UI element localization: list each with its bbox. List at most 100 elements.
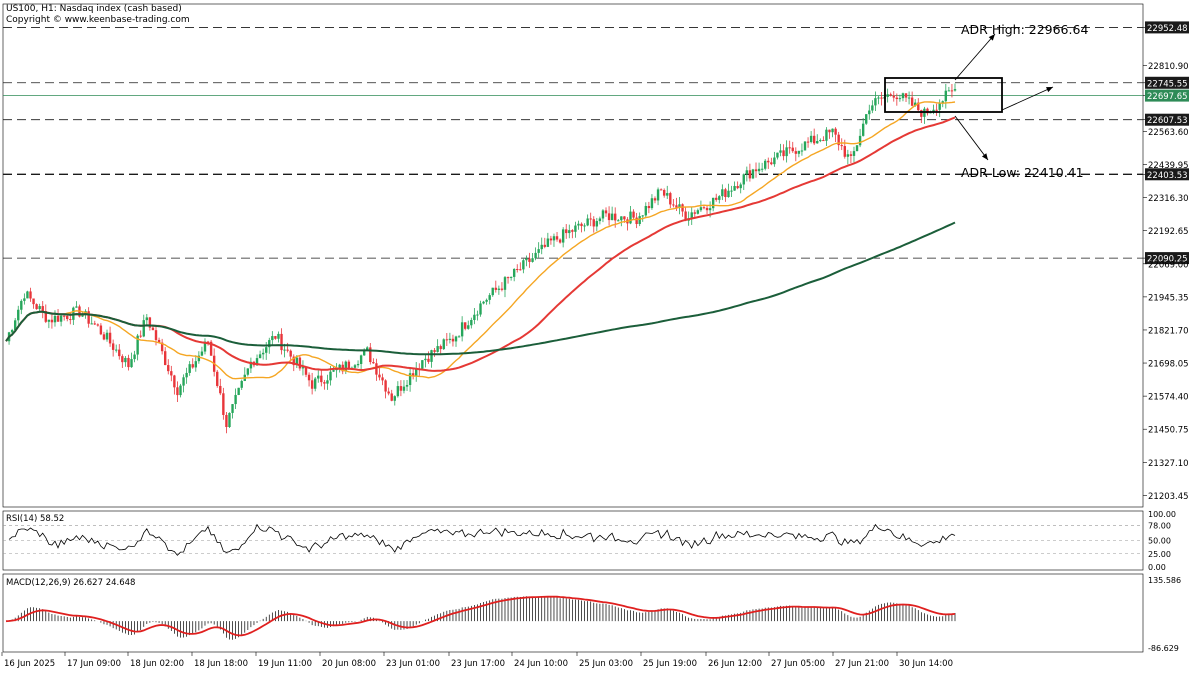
candle-body — [430, 350, 433, 362]
candle-body — [748, 170, 752, 179]
macd-tick-label: -86.629 — [1148, 644, 1179, 653]
candle-body — [90, 323, 93, 325]
candle-body — [595, 221, 599, 227]
candle-body — [451, 338, 455, 342]
candle-body — [525, 258, 528, 261]
candle-body — [586, 218, 589, 226]
candle-body — [516, 269, 519, 271]
candle-body — [537, 249, 540, 253]
candle-body — [653, 198, 657, 201]
candle-body — [118, 349, 121, 357]
candle-body — [497, 288, 501, 290]
candle-body — [366, 347, 369, 350]
price-tick-label: 21574.40 — [1148, 393, 1189, 403]
adr-low-label: ADR Low: 22410.41 — [961, 165, 1084, 180]
candle-body — [307, 374, 311, 381]
candle-body — [886, 94, 889, 97]
candle-body — [935, 109, 938, 111]
candle-body — [292, 356, 295, 366]
candle-body — [684, 211, 687, 221]
candle-body — [711, 197, 715, 209]
candle-body — [32, 298, 35, 305]
candle-body — [411, 373, 415, 377]
candle-body — [522, 260, 525, 270]
candle-body — [454, 336, 458, 342]
candle-body — [828, 129, 831, 133]
candle-body — [121, 356, 124, 363]
candle-body — [387, 391, 390, 394]
candle-body — [782, 150, 785, 157]
candle-body — [871, 105, 874, 111]
candle-body — [381, 377, 384, 381]
breakout-arrow-head — [1046, 87, 1053, 93]
candle-body — [568, 230, 571, 234]
candle-body — [917, 102, 920, 111]
candle-body — [889, 94, 892, 96]
candle-body — [151, 327, 155, 331]
candle-body — [347, 361, 351, 369]
candle-body — [932, 109, 935, 113]
candle-body — [344, 361, 348, 372]
candle-body — [108, 332, 112, 344]
candle-body — [543, 244, 546, 247]
candle-body — [421, 360, 424, 369]
candle-body — [852, 151, 856, 156]
chart-symbol-title: US100, H1: Nasdaq index (cash based) — [6, 4, 182, 14]
candle-body — [751, 169, 755, 179]
candle-body — [953, 89, 957, 91]
price-tick-label: 21450.75 — [1148, 426, 1189, 436]
candle-body — [445, 339, 449, 341]
candle-body — [816, 141, 819, 144]
candle-body — [87, 311, 90, 324]
candle-body — [191, 364, 194, 368]
candle-body — [806, 141, 810, 143]
candle-body — [448, 338, 452, 340]
candle-body — [512, 269, 516, 277]
candle-body — [855, 145, 859, 152]
candle-body — [323, 382, 326, 384]
candle-body — [271, 336, 274, 341]
candle-body — [641, 215, 644, 217]
candle-body — [577, 223, 580, 226]
price-tag-label: 22745.55 — [1147, 79, 1188, 89]
candle-body — [231, 404, 234, 413]
candle-body — [246, 368, 250, 375]
candle-body — [301, 367, 305, 369]
candle-body — [635, 217, 638, 225]
candle-body — [565, 229, 568, 234]
candle-body — [408, 373, 412, 385]
candle-body — [696, 210, 700, 214]
candle-body — [629, 211, 632, 224]
candle-body — [659, 189, 663, 191]
candle-body — [690, 212, 693, 219]
candle-body — [819, 140, 822, 142]
candle-body — [338, 364, 341, 370]
candle-body — [632, 211, 635, 218]
candle-body — [613, 213, 617, 221]
candle-body — [353, 365, 357, 368]
candle-body — [26, 291, 29, 299]
candle-body — [69, 319, 72, 321]
candle-body — [102, 334, 106, 340]
candle-body — [439, 346, 442, 350]
candle-body — [369, 347, 372, 363]
candle-body — [457, 336, 461, 338]
candle-body — [265, 347, 268, 353]
price-tag-label: 22090.25 — [1147, 255, 1188, 265]
candle-body — [822, 140, 825, 142]
time-tick-label: 24 Jun 10:00 — [514, 659, 568, 669]
candle-body — [99, 325, 103, 335]
price-tag-label: 22607.53 — [1147, 116, 1188, 126]
candle-body — [393, 396, 396, 401]
candle-body — [938, 103, 941, 110]
macd-pane: 135.586 -86.629 — [2, 573, 1181, 653]
candle-body — [865, 114, 868, 124]
candle-body — [715, 197, 718, 200]
candle-body — [179, 385, 182, 396]
macd-pane-frame — [2, 573, 1144, 653]
candle-body — [139, 335, 142, 337]
candle-body — [163, 351, 167, 366]
candle-body — [895, 97, 899, 100]
candle-body — [133, 354, 136, 360]
